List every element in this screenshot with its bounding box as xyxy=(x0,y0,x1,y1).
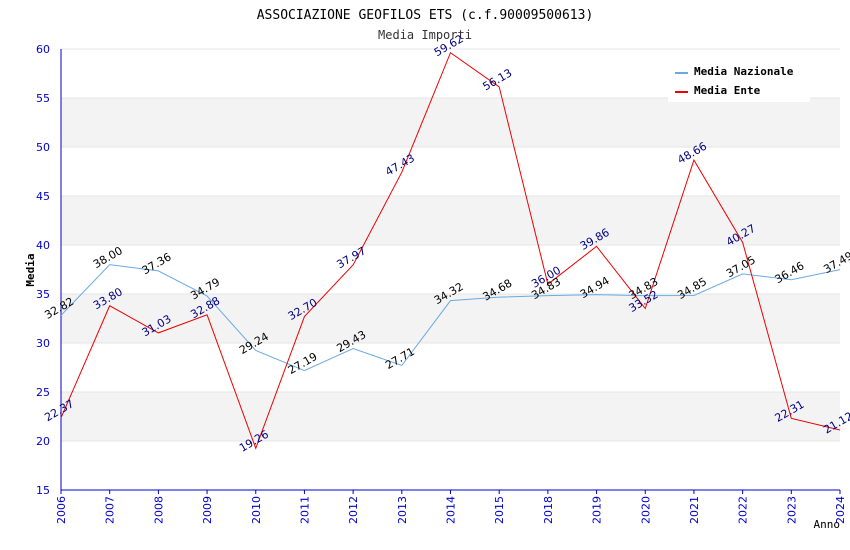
y-tick-label: 30 xyxy=(36,337,50,350)
y-tick-label: 60 xyxy=(36,43,50,56)
x-tick-label: 2012 xyxy=(347,496,360,524)
grid-band xyxy=(61,98,840,147)
x-tick-label: 2009 xyxy=(201,496,214,524)
series-line-nazionale xyxy=(60,264,841,372)
x-tick-label: 2010 xyxy=(250,496,263,524)
legend-label-ente: Media Ente xyxy=(694,84,761,97)
x-tick-label: 2021 xyxy=(688,496,701,524)
x-tick-label: 2015 xyxy=(493,496,506,524)
series-line-ente xyxy=(60,51,841,450)
x-tick-label: 2013 xyxy=(396,496,409,524)
y-axis-ticks: 15 20 25 30 35 40 45 50 55 60 xyxy=(36,43,50,497)
data-label-ente: 56.13 xyxy=(481,66,515,93)
x-tick-label: 2007 xyxy=(104,496,117,524)
x-tick-label: 2011 xyxy=(298,496,311,524)
x-tick-label: 2006 xyxy=(55,496,68,524)
x-tick-label: 2019 xyxy=(591,496,604,524)
data-label-nazionale: 37.49 xyxy=(821,249,850,276)
data-label-nazionale: 36.46 xyxy=(773,259,807,286)
y-tick-label: 20 xyxy=(36,435,50,448)
chart-subtitle: Media Importi xyxy=(378,28,472,42)
y-tick-label: 25 xyxy=(36,386,50,399)
data-label-nazionale: 37.36 xyxy=(140,250,174,277)
x-tick-label: 2008 xyxy=(152,496,165,524)
data-label-nazionale: 37.05 xyxy=(724,253,758,280)
x-tick-label: 2024 xyxy=(834,496,847,524)
grid-band xyxy=(61,392,840,441)
x-tick-label: 2014 xyxy=(445,496,458,524)
y-tick-label: 45 xyxy=(36,190,50,203)
y-tick-label: 50 xyxy=(36,141,50,154)
chart-title: ASSOCIAZIONE GEOFILOS ETS (c.f.900095006… xyxy=(257,8,594,23)
y-axis-title: Media xyxy=(24,253,37,286)
grid-band xyxy=(61,294,840,343)
x-axis-ticks: 2006 2007 2008 2009 2010 2011 2012 2013 2014 2015… xyxy=(55,490,847,524)
y-tick-label: 15 xyxy=(36,484,50,497)
x-tick-label: 2022 xyxy=(737,496,750,524)
y-tick-label: 40 xyxy=(36,239,50,252)
legend-label-nazionale: Media Nazionale xyxy=(694,65,794,78)
y-tick-label: 35 xyxy=(36,288,50,301)
series-lines xyxy=(60,51,841,450)
x-tick-label: 2018 xyxy=(542,496,555,524)
legend: Media Nazionale Media Ente xyxy=(668,60,810,102)
legend-box xyxy=(668,60,810,102)
x-axis-title: Anno xyxy=(814,518,841,531)
y-tick-label: 55 xyxy=(36,92,50,105)
x-tick-label: 2020 xyxy=(639,496,652,524)
x-tick-label: 2023 xyxy=(785,496,798,524)
data-label-nazionale: 27.71 xyxy=(383,345,417,372)
grid-band xyxy=(61,196,840,245)
